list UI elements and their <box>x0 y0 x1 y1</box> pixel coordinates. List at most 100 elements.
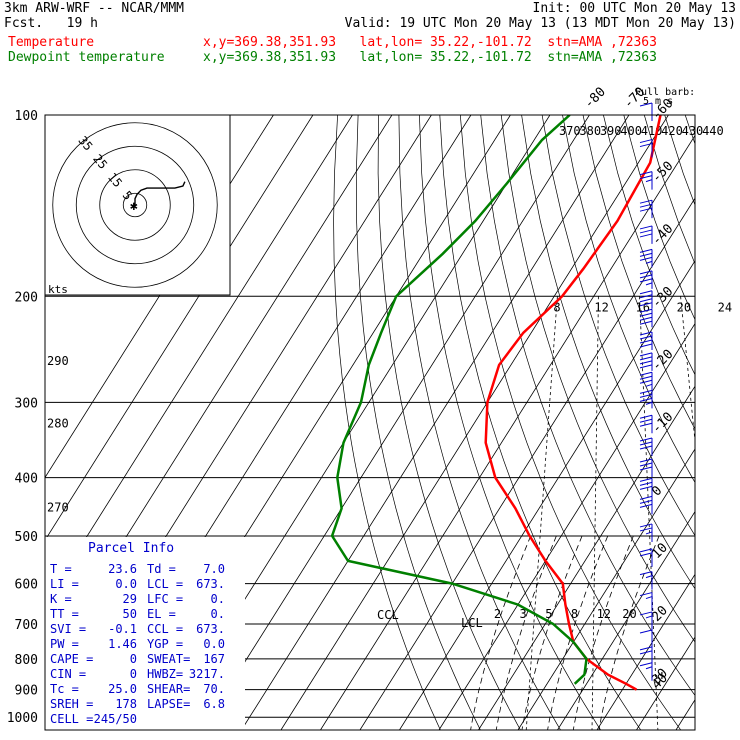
wind-barb-flag <box>639 592 653 597</box>
moist-adiabat-line <box>722 296 740 730</box>
wind-barb-flag <box>639 171 653 176</box>
wind-barb-flag <box>639 379 653 384</box>
isotherm-line <box>45 115 314 542</box>
parcel-key: LI = <box>50 577 79 591</box>
dry-adiabat-line <box>398 115 561 730</box>
wind-barb-flag <box>639 175 653 180</box>
wind-barb <box>639 414 653 434</box>
parcel-key: EL = <box>147 607 176 621</box>
wind-barb-flag <box>639 548 653 553</box>
wind-barb <box>639 331 653 350</box>
dry-adiabat-label: 440 <box>702 124 724 138</box>
wind-barb-flag <box>639 233 653 238</box>
dry-adiabat-line <box>377 115 521 730</box>
dry-adiabat-line <box>333 115 441 730</box>
wind-barb-half <box>645 383 653 387</box>
wind-barb-flag <box>639 650 653 655</box>
parcel-value: 0 <box>130 667 137 681</box>
parcel-value: 50 <box>123 607 137 621</box>
wind-barb-half <box>645 596 653 600</box>
wind-barb-half <box>645 282 653 286</box>
wind-barb <box>639 611 653 630</box>
wind-barb-flag <box>639 308 653 313</box>
pressure-tick-label: 1000 <box>7 711 38 726</box>
wind-barb <box>639 495 653 515</box>
pressure-tick-label: 800 <box>15 653 38 668</box>
dry-adiabat-label: 400 <box>620 124 642 138</box>
pressure-tick-label: 400 <box>15 472 38 487</box>
hodograph-ring <box>52 122 218 288</box>
wind-barb-flag <box>639 364 653 369</box>
parcel-key: SWEAT= <box>147 652 190 666</box>
mixing-ratio-line <box>547 535 609 730</box>
isotherm-label: -80 <box>582 85 609 112</box>
wind-barb-flag <box>639 445 653 450</box>
wind-barb-flag <box>639 331 653 336</box>
dry-adiabat-line <box>541 115 695 537</box>
wind-barb <box>639 437 653 457</box>
temperature-legend: Temperature <box>8 35 95 50</box>
wind-barb-flag <box>639 371 653 376</box>
wind-barb-flag <box>639 343 653 348</box>
wind-barb-half <box>645 179 653 183</box>
dry-adiabat-label: 420 <box>661 124 683 138</box>
isotherm-line <box>478 385 695 730</box>
wind-barb-half <box>645 260 653 264</box>
mixing-ratio-label: 8 <box>571 607 578 621</box>
isotherm-line <box>359 197 695 730</box>
isotherm-line <box>675 699 695 730</box>
wind-barb-flag <box>639 375 653 380</box>
moist-adiabat-line <box>639 296 659 730</box>
wind-barb-flag <box>639 485 653 490</box>
wind-barb-flag <box>639 458 653 463</box>
wind-barb <box>639 389 653 409</box>
wind-barb-flag <box>639 441 653 446</box>
mixing-ratio-label: 20 <box>622 607 636 621</box>
wind-barb-flag <box>639 481 653 486</box>
valid-time: Valid: 19 UTC Mon 20 May 13 (13 MDT Mon … <box>344 16 736 31</box>
wind-barb-flag <box>639 646 653 651</box>
pressure-tick-label: 700 <box>15 618 38 633</box>
wind-barb <box>639 248 653 268</box>
parcel-box-bg <box>45 537 245 730</box>
dry-adiabat-label: 370 <box>559 124 581 138</box>
parcel-title: Parcel Info <box>88 541 174 556</box>
moist-adiabat-line <box>591 296 599 730</box>
wind-barb-flag <box>639 397 653 402</box>
wind-barb <box>639 548 653 567</box>
wind-barb-flag <box>639 278 653 283</box>
wind-barb <box>639 225 653 244</box>
wind-barb-flag <box>639 312 653 317</box>
hodograph-ring <box>99 169 171 241</box>
parcel-key: Tc = <box>50 682 79 696</box>
wind-barb-flag <box>639 360 653 365</box>
wind-barb-flag <box>639 229 653 234</box>
wind-barb-flag <box>639 203 653 208</box>
parcel-value: 29 <box>123 592 137 606</box>
isotherm-label: -50 <box>649 159 676 186</box>
wind-barb-flag <box>639 662 653 667</box>
wind-barb-flag <box>639 389 653 394</box>
parcel-value: 167 <box>203 652 225 666</box>
theta-left-label: 270 <box>47 500 69 514</box>
parcel-value: 0 <box>130 652 137 666</box>
init-time: Init: 00 UTC Mon 20 May 13 <box>532 1 737 16</box>
wind-barb <box>639 523 653 542</box>
pressure-tick-label: 900 <box>15 684 38 699</box>
dry-adiabat-line <box>706 115 740 730</box>
mixing-ratio-label: 5 <box>545 607 552 621</box>
hodograph-ring <box>122 192 148 218</box>
wind-barb-flag <box>639 629 653 634</box>
wind-barb-flag <box>639 393 653 398</box>
wind-barb <box>639 308 653 328</box>
wind-barb-flag <box>639 335 653 340</box>
wind-barb-flag <box>639 418 653 423</box>
isotherm-line <box>280 115 669 730</box>
isotherm-line <box>596 573 695 730</box>
hodograph-ring <box>75 145 195 265</box>
wind-barb-flag <box>639 611 653 616</box>
wind-barb <box>639 646 653 665</box>
wind-barb-flag <box>639 495 653 500</box>
moist-adiabat-label: 8 <box>553 300 560 314</box>
parcel-value: 673. <box>196 577 225 591</box>
